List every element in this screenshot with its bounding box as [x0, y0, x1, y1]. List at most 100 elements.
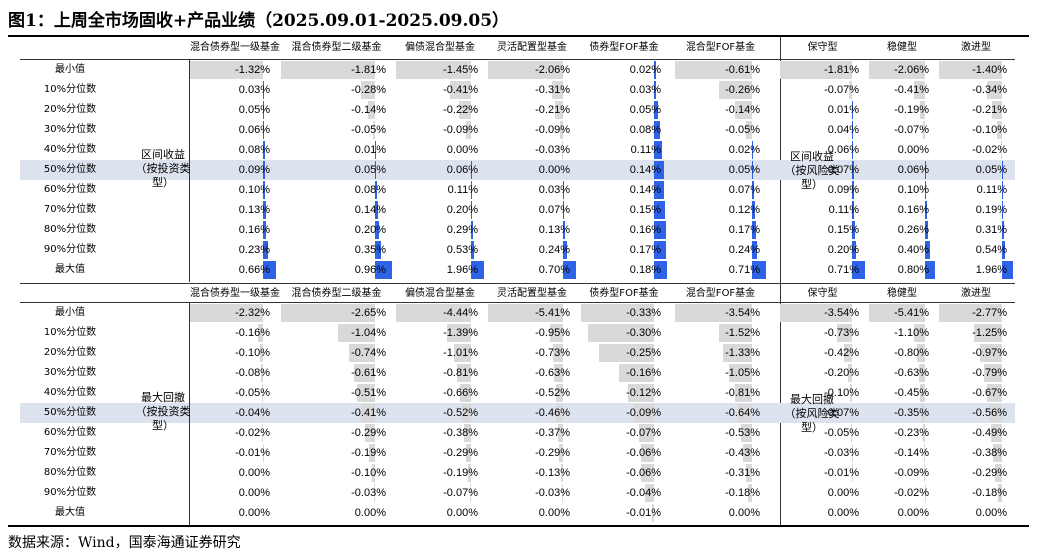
data-cell: 0.14% — [581, 160, 667, 180]
data-cell: -0.03% — [488, 140, 576, 160]
data-cell: -0.10% — [281, 463, 392, 483]
cell-value: -1.32% — [235, 64, 270, 76]
negative-bar — [990, 424, 1002, 442]
negative-bar — [913, 324, 926, 342]
data-cell: 0.71% — [780, 260, 865, 280]
cell-value: 0.00% — [827, 487, 859, 499]
positive-bar — [654, 261, 667, 279]
column-header: 激进型 — [961, 42, 991, 53]
positive-bar — [654, 201, 665, 219]
data-cell: -0.14% — [869, 443, 935, 463]
data-cell: -0.29% — [488, 443, 576, 463]
positive-bar — [263, 241, 268, 259]
data-cell: -0.05% — [190, 383, 276, 403]
data-cell: -0.29% — [939, 463, 1013, 483]
cell-value: 0.07% — [827, 164, 859, 176]
positive-bar — [263, 141, 265, 159]
cell-value: -1.33% — [725, 347, 760, 359]
negative-bar — [939, 61, 1002, 79]
positive-bar — [375, 241, 382, 259]
cell-value: -0.09% — [894, 467, 929, 479]
data-cell: -0.42% — [780, 343, 865, 363]
positive-bar — [1001, 181, 1003, 199]
data-cell: -0.09% — [396, 120, 484, 140]
cell-value: -0.63% — [535, 367, 570, 379]
cell-value: -0.97% — [972, 347, 1007, 359]
cell-value: -0.03% — [535, 144, 570, 156]
cell-value: -1.10% — [894, 327, 929, 339]
data-cell: 0.06% — [869, 160, 935, 180]
data-cell: -0.16% — [581, 363, 667, 383]
negative-bar — [913, 81, 926, 99]
negative-bar — [396, 61, 471, 79]
negative-bar — [675, 304, 753, 322]
data-cell: -2.06% — [488, 60, 576, 80]
data-cell: -0.07% — [581, 423, 667, 443]
row-label: 50%分位数 — [43, 407, 97, 418]
cell-value: -0.29% — [351, 427, 386, 439]
cell-value: -0.81% — [443, 367, 478, 379]
data-cell: 0.00% — [396, 503, 484, 523]
data-cell: -0.52% — [488, 383, 576, 403]
data-cell: -0.95% — [488, 323, 576, 343]
cell-value: -0.03% — [824, 447, 859, 459]
cell-value: -2.65% — [351, 307, 386, 319]
cell-value: 0.00% — [238, 487, 270, 499]
cell-value: -0.22% — [443, 104, 478, 116]
data-cell: -0.14% — [675, 100, 766, 120]
data-cell: 0.26% — [869, 220, 935, 240]
negative-bar — [869, 61, 926, 79]
data-cell: 0.17% — [675, 220, 766, 240]
cell-value: -0.61% — [725, 64, 760, 76]
cell-value: -0.31% — [535, 84, 570, 96]
negative-bar — [467, 464, 471, 482]
data-cell: -0.08% — [190, 363, 276, 383]
data-cell: 0.00% — [488, 503, 576, 523]
cell-value: -0.02% — [235, 427, 270, 439]
cell-value: -0.52% — [443, 407, 478, 419]
cell-value: -1.45% — [443, 64, 478, 76]
cell-value: 0.05% — [629, 104, 661, 116]
data-cell: -0.25% — [581, 343, 667, 363]
row-label: 40%分位数 — [43, 144, 97, 155]
data-cell: 0.00% — [396, 140, 484, 160]
cell-value: 0.71% — [728, 264, 760, 276]
cell-value: 0.10% — [238, 184, 270, 196]
cell-value: -0.41% — [443, 84, 478, 96]
cell-value: -0.04% — [626, 487, 661, 499]
cell-value: -1.39% — [443, 327, 478, 339]
positive-bar — [752, 261, 766, 279]
cell-value: 0.03% — [538, 184, 570, 196]
data-cell: -1.10% — [869, 323, 935, 343]
negative-bar — [261, 404, 264, 422]
data-cell: 0.53% — [396, 240, 484, 260]
cell-value: 0.40% — [897, 244, 929, 256]
cell-value: -0.08% — [235, 367, 270, 379]
column-header: 保守型 — [807, 288, 838, 299]
data-cell: 0.05% — [675, 160, 766, 180]
data-cell: -0.16% — [190, 323, 276, 343]
column-header: 混合型FOF基金 — [685, 42, 756, 53]
positive-bar — [1001, 221, 1004, 239]
data-cell: 0.03% — [581, 80, 667, 100]
data-cell: -0.26% — [675, 80, 766, 100]
positive-bar — [562, 241, 568, 259]
negative-bar — [850, 404, 853, 422]
negative-bar — [1001, 141, 1002, 159]
data-cell: 0.00% — [488, 160, 576, 180]
negative-bar — [453, 344, 471, 362]
data-cell: 0.15% — [581, 200, 667, 220]
cell-value: -0.10% — [972, 124, 1007, 136]
negative-bar — [190, 304, 264, 322]
negative-bar — [561, 141, 563, 159]
data-cell: 0.13% — [488, 220, 576, 240]
data-cell: -0.33% — [581, 303, 667, 323]
negative-bar — [558, 444, 563, 462]
negative-bar — [258, 324, 264, 342]
negative-bar — [281, 61, 376, 79]
cell-value: -0.56% — [972, 407, 1007, 419]
data-cell: -0.45% — [869, 383, 935, 403]
cell-value: -0.51% — [351, 387, 386, 399]
data-cell: -0.20% — [780, 363, 865, 383]
data-cell: 0.35% — [281, 240, 392, 260]
